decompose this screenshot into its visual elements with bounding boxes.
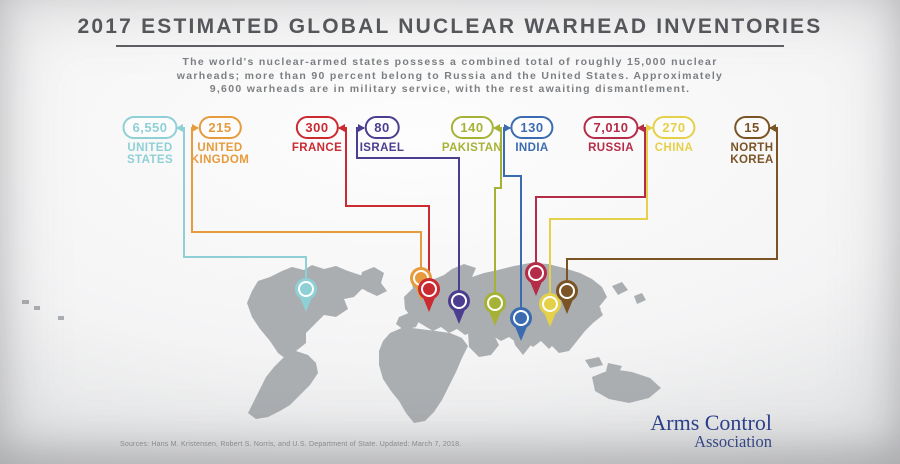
country-callout-india: 130 INDIA bbox=[510, 116, 554, 154]
warhead-count-pill-israel[interactable]: 80 bbox=[364, 116, 400, 139]
landmass-0 bbox=[247, 265, 382, 359]
map-pin-russia[interactable] bbox=[525, 262, 547, 296]
warhead-count-pill-pakistan[interactable]: 140 bbox=[450, 116, 494, 139]
country-callout-israel: 80 ISRAEL bbox=[360, 116, 405, 154]
warhead-count-pill-russia[interactable]: 7,010 bbox=[583, 116, 639, 139]
landmass-7 bbox=[468, 328, 499, 357]
warhead-count-pill-france[interactable]: 300 bbox=[295, 116, 339, 139]
subtitle-line-3: 9,600 warheads are in military service, … bbox=[209, 83, 691, 95]
warhead-count-pill-china[interactable]: 270 bbox=[652, 116, 696, 139]
arrowhead-china bbox=[646, 124, 653, 132]
arrowhead-united-kingdom bbox=[192, 124, 199, 132]
arrowhead-united-states bbox=[176, 124, 183, 132]
country-callout-france: 300 FRANCE bbox=[292, 116, 342, 154]
arrowhead-india bbox=[504, 124, 511, 132]
arrowhead-north-korea bbox=[769, 124, 776, 132]
landmass-11 bbox=[592, 369, 661, 403]
warhead-count-pill-united-states[interactable]: 6,550 bbox=[122, 116, 178, 139]
map-pin-india[interactable] bbox=[510, 307, 532, 341]
country-label-china: CHINA bbox=[654, 142, 694, 154]
landmass-12 bbox=[585, 357, 603, 368]
map-pin-north-korea[interactable] bbox=[556, 280, 578, 314]
landmass-1 bbox=[248, 351, 318, 419]
warhead-count-pill-united-kingdom[interactable]: 215 bbox=[198, 116, 242, 139]
map-pin-china[interactable] bbox=[539, 293, 561, 327]
arrowhead-israel bbox=[358, 124, 365, 132]
landmass-8 bbox=[511, 327, 535, 355]
warhead-count-pill-india[interactable]: 130 bbox=[510, 116, 554, 139]
logo-line-2: Association bbox=[694, 432, 772, 451]
landmass-2 bbox=[360, 267, 387, 296]
country-label-india: INDIA bbox=[515, 142, 549, 154]
connector-lines bbox=[176, 124, 778, 310]
country-callout-russia: 7,010 RUSSIA bbox=[583, 116, 639, 154]
map-pin-israel[interactable] bbox=[448, 290, 470, 324]
country-label-united-states: UNITED STATES bbox=[126, 142, 174, 166]
arrowhead-france bbox=[338, 124, 345, 132]
map-pin-france[interactable] bbox=[418, 278, 440, 312]
country-callout-pakistan: 140 PAKISTAN bbox=[442, 116, 502, 154]
country-label-pakistan: PAKISTAN bbox=[441, 142, 503, 154]
landmass-6 bbox=[379, 327, 468, 423]
subtitle: The world's nuclear-armed states possess… bbox=[0, 56, 900, 97]
landmass-15 bbox=[634, 293, 646, 304]
arms-control-association-logo: Arms Control Association bbox=[650, 412, 772, 450]
country-label-france: FRANCE bbox=[291, 142, 343, 154]
country-callout-china: 270 CHINA bbox=[652, 116, 696, 154]
title-underline bbox=[116, 45, 784, 47]
country-label-russia: RUSSIA bbox=[588, 142, 634, 154]
logo-line-1: Arms Control bbox=[650, 410, 772, 435]
map-pins bbox=[295, 262, 578, 341]
subtitle-line-1: The world's nuclear-armed states possess… bbox=[182, 56, 718, 68]
landmass-17 bbox=[34, 306, 40, 310]
landmass-14 bbox=[612, 282, 628, 295]
landmass-10 bbox=[587, 301, 601, 317]
landmass-16 bbox=[22, 300, 29, 304]
landmass-5 bbox=[396, 312, 421, 330]
country-label-north-korea: NORTH KOREA bbox=[730, 142, 774, 166]
landmass-13 bbox=[606, 363, 622, 374]
subtitle-line-2: warheads; more than 90 percent belong to… bbox=[176, 69, 724, 82]
warhead-count-pill-north-korea[interactable]: 15 bbox=[734, 116, 770, 139]
world-map bbox=[22, 263, 661, 423]
landmass-18 bbox=[58, 316, 64, 320]
header: 2017 ESTIMATED GLOBAL NUCLEAR WARHEAD IN… bbox=[0, 15, 900, 97]
arrowhead-pakistan bbox=[493, 124, 500, 132]
map-pin-pakistan[interactable] bbox=[484, 292, 506, 326]
landmass-9 bbox=[547, 325, 577, 353]
country-callout-united-states: 6,550 UNITED STATES bbox=[122, 116, 178, 166]
country-label-united-kingdom: UNITED KINGDOM bbox=[190, 142, 250, 166]
country-callout-united-kingdom: 215 UNITED KINGDOM bbox=[191, 116, 249, 166]
page-title: 2017 ESTIMATED GLOBAL NUCLEAR WARHEAD IN… bbox=[77, 15, 823, 38]
arrowhead-russia bbox=[637, 124, 644, 132]
country-label-israel: ISRAEL bbox=[359, 142, 405, 154]
map-pin-united-states[interactable] bbox=[295, 278, 317, 312]
sources-note: Sources: Hans M. Kristensen, Robert S. N… bbox=[120, 441, 462, 448]
country-callout-north-korea: 15 NORTH KOREA bbox=[730, 116, 774, 166]
